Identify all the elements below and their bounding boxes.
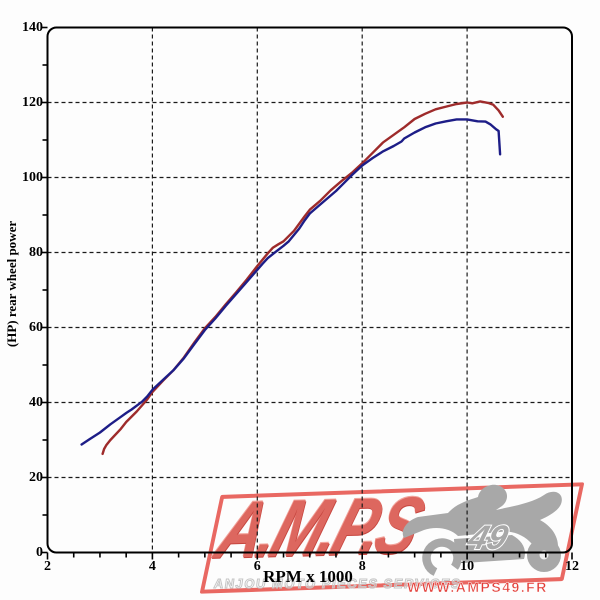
motorcycle-fairing [454,535,525,563]
x-tick-label: 12 [565,558,579,574]
y-tick-label: 40 [29,394,43,410]
x-tick-label: 10 [460,558,475,574]
y-axis-title: (HP) rear wheel power [4,220,19,348]
watermark-website: WWW.AMPS49.FR [407,579,548,596]
y-tick-label: 140 [22,19,43,35]
x-tick-label: 8 [358,558,366,574]
plot-frame [46,26,573,554]
run-blue-curve [80,118,502,446]
run-red-curve [101,100,504,456]
y-tick-label: 0 [36,544,43,560]
x-axis-title: RPM x 1000 [263,567,353,586]
y-tick-label: 20 [29,469,43,485]
motorcycle-body [402,484,562,549]
x-tick-label: 2 [44,558,51,574]
x-tick-label: 4 [148,558,156,574]
y-tick-label: 100 [22,169,43,185]
y-tick-label: 60 [29,319,43,335]
motorcycle-front-wheel [422,538,462,578]
y-tick-label: 120 [22,94,43,110]
motorcycle-silhouette-icon: 49 [402,484,562,578]
y-tick-label: 80 [29,244,43,260]
x-tick-label: 6 [253,558,261,574]
